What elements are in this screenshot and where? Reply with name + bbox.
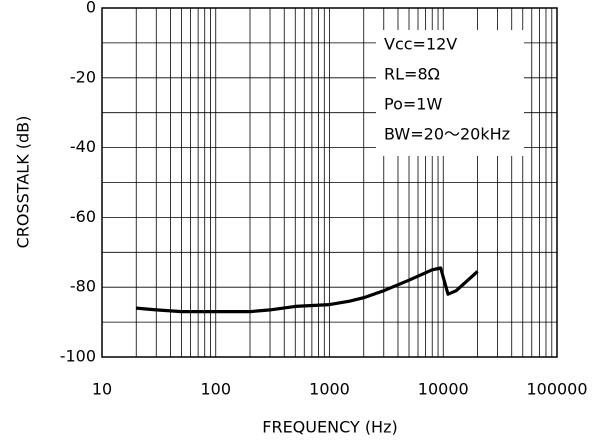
y-tick-label: -60 [70, 207, 96, 226]
y-tick-label: 0 [86, 0, 96, 17]
annotation: Vcc=12V [384, 35, 457, 54]
x-tick-label: 100 [200, 380, 231, 399]
x-tick-label: 10 [92, 380, 112, 399]
x-tick-label: 10000 [418, 380, 469, 399]
data-line [136, 266, 479, 314]
x-tick-label: 100000 [526, 380, 587, 399]
y-tick-label: -40 [70, 137, 96, 156]
annotation: RL=8Ω [384, 65, 440, 84]
y-tick-label: -80 [70, 277, 96, 296]
annotation: Po=1W [384, 95, 442, 114]
y-tick-label: -100 [60, 347, 96, 366]
annotation-box [376, 30, 524, 156]
x-axis-label: FREQUENCY (Hz) [262, 418, 397, 437]
plot-frame [101, 7, 558, 358]
x-tick-label: 1000 [309, 380, 350, 399]
annotation: BW=20～20kHz [384, 125, 510, 144]
y-axis-label: CROSSTALK (dB) [14, 116, 33, 249]
y-tick-label: -20 [70, 67, 96, 86]
